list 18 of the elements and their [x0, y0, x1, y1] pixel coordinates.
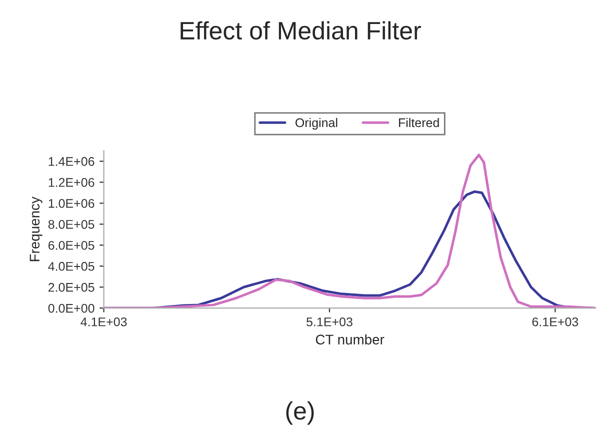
chart-title: Effect of Median Filter	[180, 21, 421, 40]
y-tick-label: 4.0E+05	[48, 262, 94, 271]
x-tick-label: 6.1E+03	[532, 317, 578, 326]
x-tick-label: 4.1E+03	[80, 317, 127, 326]
y-tick-label: 2.0E+05	[48, 282, 94, 292]
y-tick-label: 1.4E+06	[48, 157, 94, 166]
y-tick-label: 8.0E+05	[48, 220, 94, 229]
y-axis-title: Frequency	[30, 196, 42, 262]
x-tick-label: 5.1E+03	[306, 317, 352, 326]
legend-label: Filtered	[399, 118, 439, 128]
x-axis-title: CT number	[316, 334, 384, 345]
y-tick-label: 1.2E+06	[48, 178, 94, 187]
line-series	[104, 154, 596, 308]
y-tick-label: 0.0E+00	[48, 304, 94, 313]
y-tick-label: 6.0E+05	[48, 240, 94, 250]
legend-label: Original	[296, 118, 338, 130]
y-tick-label: 1.0E+06	[48, 199, 94, 208]
text: (e)	[286, 401, 314, 425]
